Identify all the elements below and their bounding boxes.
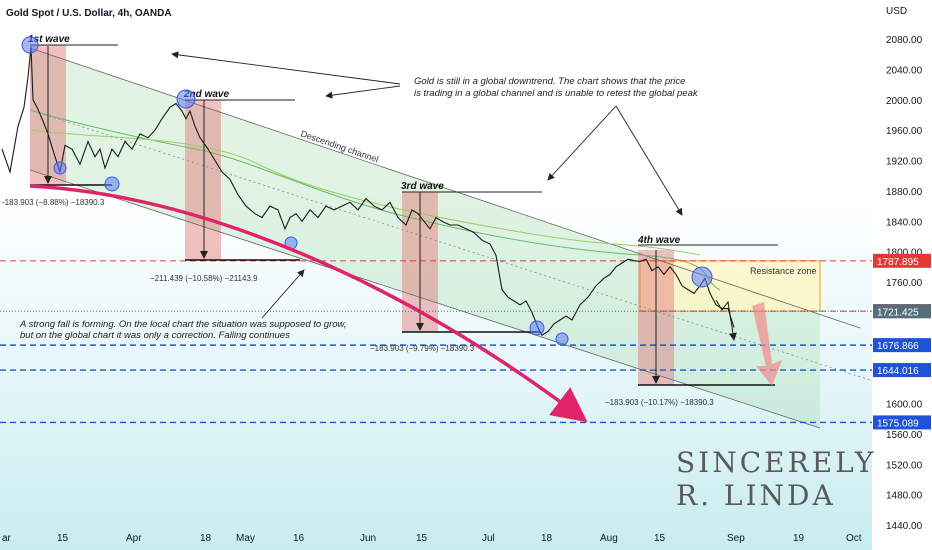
price-tag-label: 1644.016 bbox=[877, 366, 919, 377]
y-tick-label: 1920.00 bbox=[886, 157, 923, 168]
note-top-line1: Gold is still in a global downtrend. The… bbox=[414, 76, 685, 87]
x-tick-label: Sep bbox=[727, 533, 745, 544]
x-tick-label: ar bbox=[2, 533, 12, 544]
note-top-arrow2 bbox=[325, 85, 401, 99]
wave4-label: 4th wave bbox=[637, 235, 681, 246]
y-tick-label: 1480.00 bbox=[886, 491, 923, 502]
chart-title: Gold Spot / U.S. Dollar, 4h, OANDA bbox=[6, 8, 172, 19]
x-tick-label: Jun bbox=[360, 533, 376, 544]
x-tick-label: 15 bbox=[416, 533, 428, 544]
x-tick-label: Aug bbox=[600, 533, 618, 544]
price-axis[interactable] bbox=[872, 0, 932, 550]
swing-point-marker[interactable] bbox=[104, 176, 120, 192]
measure-4-label: −183.903 (−10.17%) −18390.3 bbox=[605, 398, 714, 407]
note-mid-line1: A strong fall is forming. On the local c… bbox=[19, 319, 347, 330]
note-mid-arrow bbox=[261, 269, 305, 319]
price-tag-label: 1676.866 bbox=[877, 341, 919, 352]
signature-line2: R. LINDA bbox=[676, 479, 836, 512]
y-tick-label: 1760.00 bbox=[886, 278, 923, 289]
price-tag-label: 1721.425 bbox=[877, 307, 919, 318]
measure-3-label: −183.903 (−9.79%) −18390.3 bbox=[370, 344, 475, 353]
resistance-zone-label: Resistance zone bbox=[750, 266, 817, 276]
swing-point-marker[interactable] bbox=[176, 89, 196, 109]
price-tag-label: 1575.089 bbox=[877, 418, 919, 429]
y-tick-label: 1600.00 bbox=[886, 400, 923, 411]
note-top-arrow3 bbox=[547, 105, 617, 181]
price-tag-label: 1787.895 bbox=[877, 257, 919, 268]
x-tick-label: Jul bbox=[482, 533, 495, 544]
price-tag bbox=[873, 415, 931, 430]
wave3-label: 3rd wave bbox=[401, 181, 444, 192]
swing-point-marker[interactable] bbox=[529, 320, 545, 336]
x-tick-label: Oct bbox=[846, 533, 862, 544]
wave1-label: 1st wave bbox=[28, 34, 70, 45]
note-top-line2: is trading in a global channel and is un… bbox=[414, 88, 699, 99]
x-tick-label: 15 bbox=[57, 533, 69, 544]
y-tick-label: 1520.00 bbox=[886, 460, 923, 471]
swing-point-marker[interactable] bbox=[21, 36, 39, 54]
signature-line1: SINCERELY bbox=[676, 446, 876, 479]
y-tick-label: 1880.00 bbox=[886, 187, 923, 198]
forecast-down-arrow bbox=[752, 302, 782, 386]
swing-point-marker[interactable] bbox=[53, 161, 67, 175]
measure-2-label: −211.439 (−10.58%) −21143.9 bbox=[150, 274, 258, 283]
x-tick-label: 18 bbox=[200, 533, 212, 544]
y-tick-label: 1440.00 bbox=[886, 521, 923, 532]
price-tag bbox=[873, 363, 931, 378]
x-tick-label: May bbox=[236, 533, 255, 544]
note-top-arrow4 bbox=[615, 105, 683, 216]
note-mid-line2: but on the global chart it was only a co… bbox=[20, 330, 290, 341]
price-tag bbox=[873, 253, 931, 268]
y-tick-label: 1800.00 bbox=[886, 248, 923, 259]
price-projection-line bbox=[715, 299, 737, 341]
swing-point-marker[interactable] bbox=[555, 332, 569, 346]
x-tick-label: 18 bbox=[541, 533, 553, 544]
y-tick-label: 2040.00 bbox=[886, 65, 923, 76]
price-tag bbox=[873, 338, 931, 353]
channel-upper-line bbox=[29, 47, 861, 329]
wave2-label: 2nd wave bbox=[183, 89, 229, 100]
x-tick-label: 19 bbox=[793, 533, 805, 544]
price-line[interactable] bbox=[1, 46, 735, 336]
x-tick-label: Apr bbox=[126, 533, 142, 544]
wave2-column bbox=[185, 100, 221, 260]
x-tick-label: 15 bbox=[654, 533, 666, 544]
x-tick-label: 16 bbox=[293, 533, 305, 544]
swing-point-marker[interactable] bbox=[691, 266, 713, 288]
currency-label: USD bbox=[886, 6, 907, 17]
channel-fill bbox=[30, 48, 820, 428]
y-tick-label: 2080.00 bbox=[886, 35, 923, 46]
note-top-arrow1 bbox=[171, 51, 401, 85]
y-tick-label: 1960.00 bbox=[886, 126, 923, 137]
y-tick-label: 1840.00 bbox=[886, 217, 923, 228]
y-tick-label: 1560.00 bbox=[886, 430, 923, 441]
major-fall-curve bbox=[29, 184, 588, 423]
y-tick-label: 2000.00 bbox=[886, 96, 923, 107]
measure-1-label: -183.903 (−8.88%) −18390.3 bbox=[2, 198, 105, 207]
price-tag bbox=[873, 304, 931, 319]
ma-slow-line bbox=[29, 129, 701, 256]
